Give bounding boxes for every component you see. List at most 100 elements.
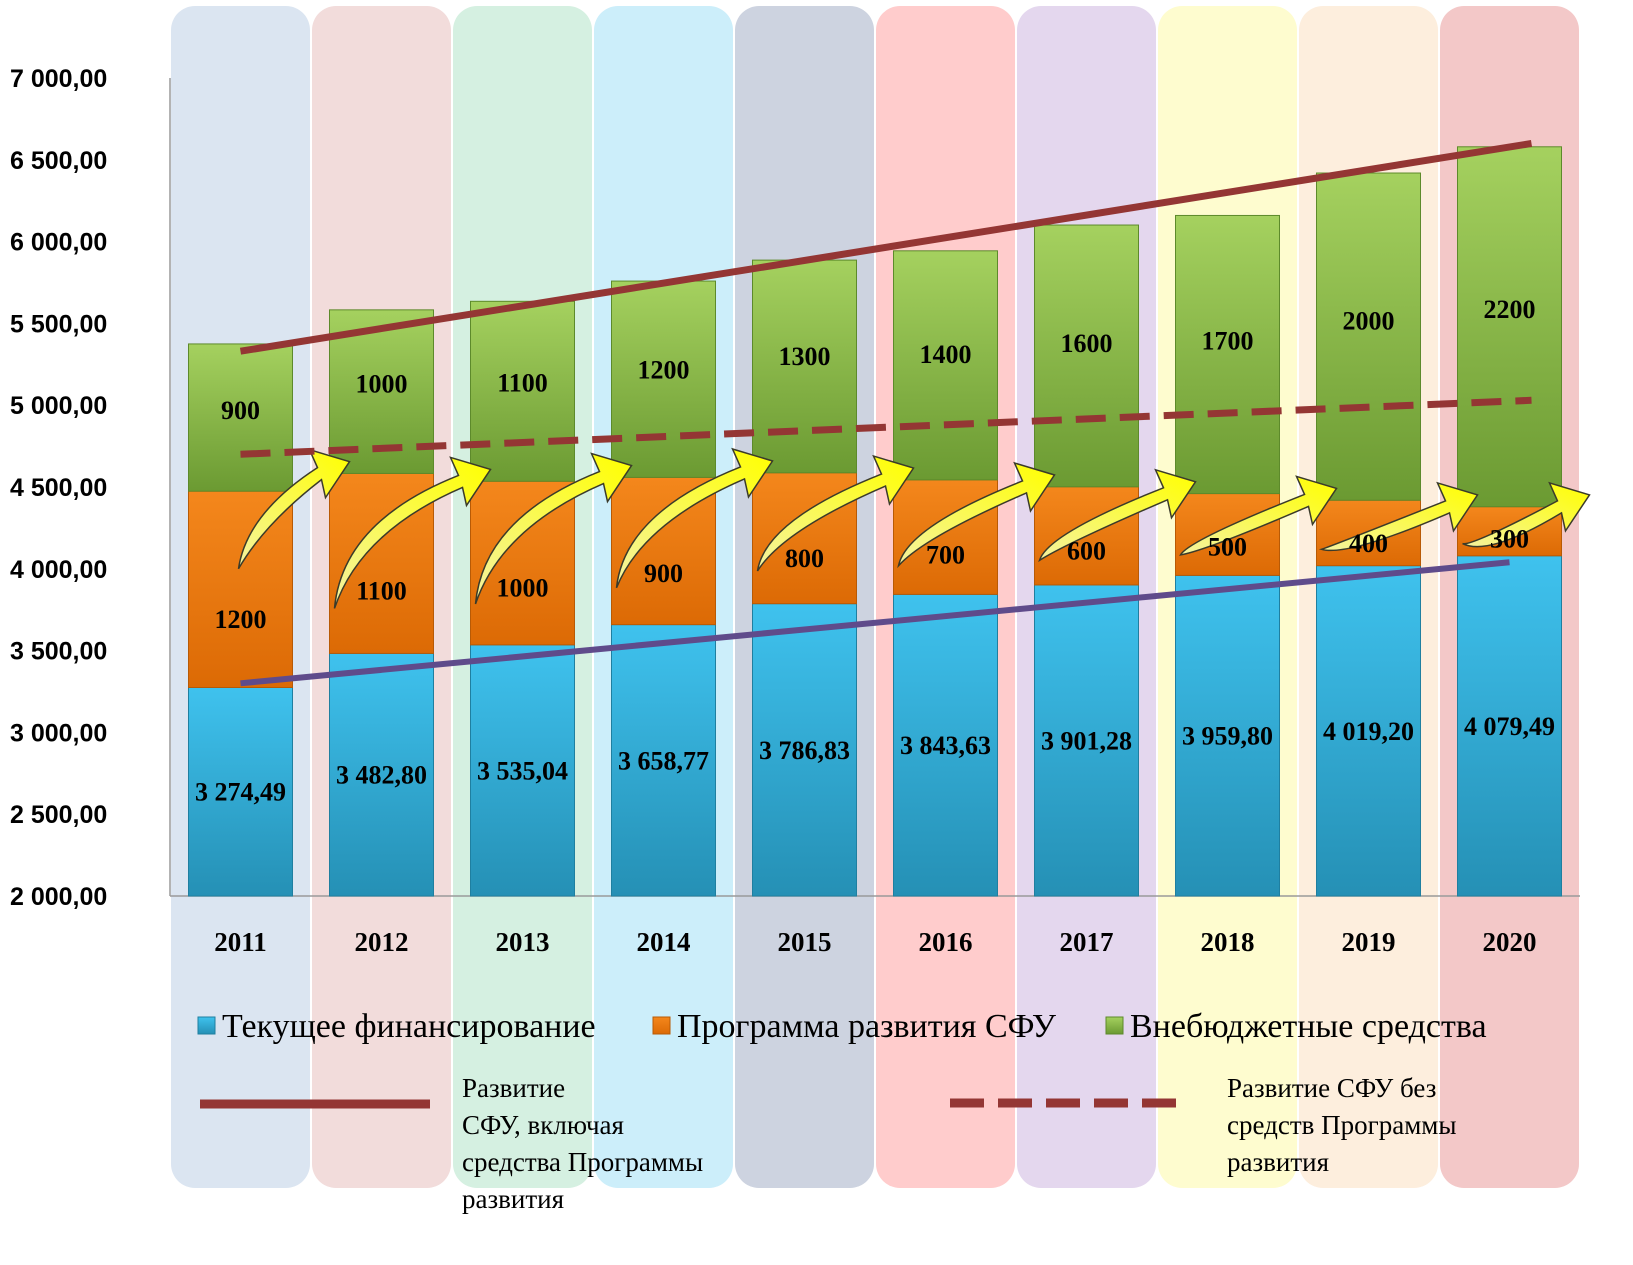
legend-swatch-current xyxy=(197,1016,216,1035)
bar-segment xyxy=(1034,224,1139,488)
data-label: 900 xyxy=(221,396,260,425)
legend-line-dashed-label-3: развития xyxy=(1227,1147,1329,1177)
data-label: 1000 xyxy=(356,369,408,398)
trend-line xyxy=(240,396,1532,458)
bar-segment xyxy=(611,624,716,897)
y-tick-label: 6 500,00 xyxy=(10,147,107,175)
data-label: 3 959,80 xyxy=(1182,722,1273,751)
legend-label-program: Программа развития СФУ xyxy=(677,1008,1057,1045)
y-tick-label: 4 500,00 xyxy=(10,474,107,502)
bar-segment xyxy=(329,652,434,897)
bar-segment xyxy=(611,280,716,478)
x-tick-label: 2017 xyxy=(1060,927,1114,957)
y-tick-label: 7 000,00 xyxy=(10,65,107,93)
y-tick-label: 6 000,00 xyxy=(10,229,107,257)
data-label: 4 079,49 xyxy=(1464,712,1555,741)
data-label: 1100 xyxy=(356,576,407,605)
bar-segment xyxy=(470,644,575,897)
bar-segment xyxy=(1316,565,1421,897)
legend-line-solid-label-3: средства Программы xyxy=(462,1147,703,1177)
x-tick-label: 2011 xyxy=(214,927,267,957)
growth-arrow-icon xyxy=(333,456,492,609)
trend-lines xyxy=(239,139,1533,687)
legend-line-dashed-label-1: Развитие СФУ без xyxy=(1227,1073,1436,1103)
legend-line-solid-label-4: развития xyxy=(462,1184,564,1214)
growth-arrow-icon xyxy=(1038,468,1197,563)
bar-segment xyxy=(1316,172,1421,501)
data-label: 3 274,49 xyxy=(195,778,286,807)
trend-line xyxy=(240,559,1510,687)
legend: Текущее финансирование Программа развити… xyxy=(197,1008,1487,1214)
x-tick-label: 2012 xyxy=(355,927,409,957)
legend-swatch-program xyxy=(652,1016,671,1035)
legend-label-current: Текущее финансирование xyxy=(222,1008,596,1045)
bar-segment xyxy=(1175,214,1280,495)
legend-line-dashed-label-2: средств Программы xyxy=(1227,1110,1457,1140)
data-label: 3 786,83 xyxy=(759,736,850,765)
x-tick-label: 2015 xyxy=(778,927,832,957)
data-label: 4 019,20 xyxy=(1323,717,1414,746)
legend-swatch-extrabudget xyxy=(1105,1016,1124,1035)
legend-line-solid-label-1: Развитие xyxy=(462,1073,565,1103)
y-tick-label: 5 000,00 xyxy=(10,392,107,420)
data-label: 3 482,80 xyxy=(336,761,427,790)
growth-arrow-icon xyxy=(1462,481,1591,548)
bar-segment xyxy=(752,259,857,474)
data-label: 1700 xyxy=(1202,327,1254,356)
data-label: 400 xyxy=(1349,529,1388,558)
data-label: 3 843,63 xyxy=(900,731,991,760)
y-tick-label: 5 500,00 xyxy=(10,310,107,338)
bar-segment xyxy=(752,603,857,897)
data-label: 700 xyxy=(926,540,965,569)
data-label: 1200 xyxy=(215,605,267,634)
bar-segment xyxy=(1457,146,1562,508)
data-label: 1100 xyxy=(497,368,548,397)
data-label: 500 xyxy=(1208,533,1247,562)
data-label: 1200 xyxy=(638,355,690,384)
x-tick-label: 2016 xyxy=(919,927,973,957)
data-label: 2000 xyxy=(1343,306,1395,335)
bar-segment xyxy=(1034,584,1139,897)
arrows xyxy=(237,447,1591,609)
y-tick-label: 2 500,00 xyxy=(10,801,107,829)
data-label: 3 535,04 xyxy=(477,756,568,785)
bar-segment xyxy=(470,300,575,482)
y-tick-label: 3 500,00 xyxy=(10,638,107,666)
growth-arrow-icon xyxy=(237,448,351,570)
data-labels: 3 274,49 3 482,80 3 535,04 3 658,77 3 786,83… xyxy=(195,295,1555,807)
bar-segment xyxy=(893,479,998,595)
bars xyxy=(188,146,1562,897)
x-tick-label: 2014 xyxy=(637,927,691,957)
data-label: 3 901,28 xyxy=(1041,726,1132,755)
data-label: 1300 xyxy=(779,342,831,371)
growth-arrow-icon xyxy=(1318,481,1479,552)
y-tick-label: 3 000,00 xyxy=(10,719,107,747)
data-label: 1400 xyxy=(920,340,972,369)
growth-arrow-icon xyxy=(615,447,774,589)
legend-label-extrabudget: Внебюджетные средства xyxy=(1130,1008,1487,1045)
data-label: 300 xyxy=(1490,525,1529,554)
data-label: 3 658,77 xyxy=(618,746,709,775)
x-tick-label: 2020 xyxy=(1483,927,1537,957)
legend-line-solid-label-2: СФУ, включая xyxy=(462,1110,624,1140)
x-tick-label: 2019 xyxy=(1342,927,1396,957)
bar-segment xyxy=(1175,574,1280,897)
y-tick-label: 4 000,00 xyxy=(10,556,107,584)
bar-segment xyxy=(1457,555,1562,897)
bar-segment xyxy=(188,490,293,688)
growth-arrow-icon xyxy=(897,461,1056,569)
data-label: 800 xyxy=(785,544,824,573)
data-label: 2200 xyxy=(1484,295,1536,324)
bar-segment xyxy=(893,593,998,897)
bar-segment xyxy=(188,343,293,492)
data-label: 600 xyxy=(1067,537,1106,566)
x-tick-label: 2018 xyxy=(1201,927,1255,957)
data-label: 1000 xyxy=(497,574,549,603)
data-label: 1600 xyxy=(1061,329,1113,358)
data-label: 900 xyxy=(644,559,683,588)
y-tick-label: 2 000,00 xyxy=(10,883,107,911)
bar-segment xyxy=(188,686,293,897)
trend-line xyxy=(239,139,1533,355)
growth-arrow-icon xyxy=(1179,475,1338,556)
